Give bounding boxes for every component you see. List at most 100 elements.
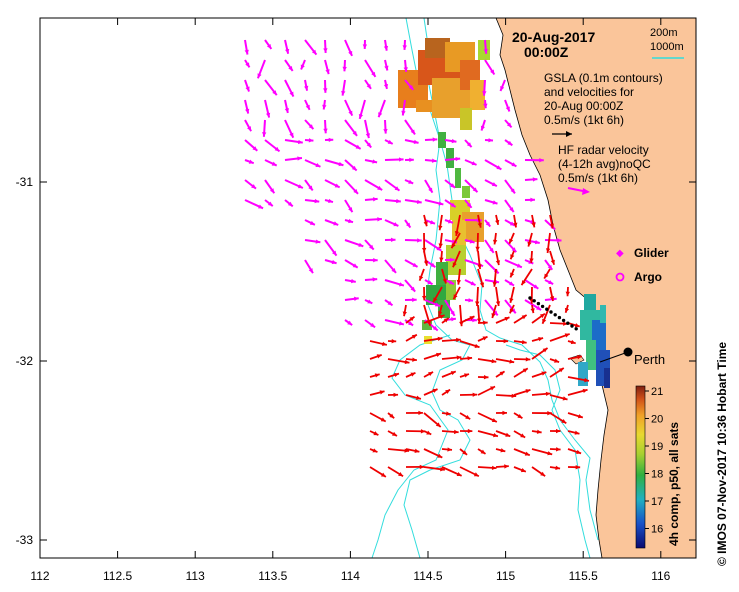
gsla-velocity-arrow: [549, 412, 567, 424]
glider-track-point: [549, 310, 553, 314]
gsla-velocity-arrow: [513, 214, 518, 228]
hf-velocity-arrow: [244, 99, 250, 114]
hf-velocity-arrow: [424, 279, 433, 286]
hf-velocity-arrow: [384, 219, 399, 227]
gsla-velocity-arrow: [441, 317, 450, 324]
colorbar-tick-label: 18: [651, 469, 663, 481]
gsla-velocity-arrow: [369, 353, 382, 360]
gsla-velocity-arrow: [459, 466, 480, 478]
hf-velocity-arrow: [324, 137, 334, 143]
hf-velocity-arrow: [424, 239, 442, 252]
gsla-velocity-arrow: [405, 464, 425, 470]
gsla-velocity-arrow: [513, 340, 527, 345]
hf-velocity-arrow: [484, 159, 502, 171]
gsla-velocity-arrow: [549, 333, 570, 342]
hf-velocity-arrow: [384, 179, 401, 192]
gsla-velocity-arrow: [495, 464, 509, 469]
hf-velocity-arrow: [499, 79, 506, 92]
hf-velocity-arrow: [404, 297, 417, 303]
gsla-velocity-arrow: [423, 336, 443, 342]
sst-patch-coastal: [578, 294, 610, 388]
hf-velocity-arrow: [404, 219, 412, 229]
hf-velocity-arrow: [504, 299, 517, 314]
hf-velocity-arrow: [344, 296, 359, 301]
hf-velocity-arrow: [362, 39, 368, 49]
hf-velocity-arrow: [322, 99, 327, 110]
gsla-velocity-arrow: [369, 430, 379, 436]
gsla-velocity-arrow: [459, 340, 480, 349]
hf-velocity-arrow: [524, 279, 539, 290]
gsla-velocity-arrow: [531, 214, 536, 228]
gsla-velocity-arrow: [441, 447, 453, 452]
gsla-velocity-arrow: [456, 268, 461, 285]
hf-velocity-arrow: [344, 278, 356, 284]
legend-1000m: 1000m: [650, 41, 684, 53]
credit-text: © IMOS 07-Nov-2017 10:36 Hobart Time: [715, 342, 729, 566]
hf-velocity-arrow: [464, 139, 473, 148]
gsla-velocity-arrow: [459, 412, 471, 420]
colorbar-label: 4h comp, p50, all sats: [667, 422, 681, 546]
hf-velocity-arrow: [484, 239, 495, 254]
hf-velocity-arrow: [544, 279, 554, 285]
gsla-velocity-arrow: [531, 410, 552, 416]
gsla-velocity-arrow: [509, 268, 515, 278]
hf-velocity-arrow: [401, 99, 406, 116]
gsla-velocity-arrow: [369, 448, 378, 453]
hf-velocity-arrow: [264, 179, 276, 194]
hf-velocity-arrow: [324, 239, 338, 257]
glider-track-point: [566, 321, 570, 325]
argo-legend-icon: [615, 272, 625, 282]
hf-velocity-arrow: [264, 99, 271, 118]
hf-velocity-arrow: [284, 179, 304, 189]
gsla-velocity-arrow: [509, 286, 515, 304]
hf-velocity-arrow: [404, 259, 419, 268]
hf-velocity-arrow: [364, 139, 372, 149]
gsla-velocity-arrow: [387, 412, 395, 419]
hf-velocity-arrow: [256, 59, 266, 79]
legend-200m: 200m: [650, 27, 678, 39]
glider-track-point: [574, 327, 578, 331]
hf-velocity-arrow: [444, 257, 455, 263]
glider-track-point: [561, 318, 566, 323]
hf-velocity-arrow: [323, 39, 328, 53]
gsla-velocity-arrow: [491, 304, 497, 319]
hf-velocity-arrow: [304, 179, 314, 192]
hf-velocity-arrow: [424, 199, 444, 206]
glider-track-point: [540, 304, 545, 309]
legend-gsla-line4: 0.5m/s (1kt 6h): [544, 113, 624, 127]
hf-velocity-arrow: [464, 179, 479, 193]
colorbar-tick-label: 16: [651, 524, 663, 536]
hf-velocity-arrow: [464, 159, 477, 166]
gsla-velocity-arrow: [441, 337, 461, 343]
hf-velocity-arrow: [444, 279, 455, 285]
colorbar-tick-label: 21: [651, 386, 663, 398]
hf-velocity-arrow: [424, 137, 438, 142]
hf-velocity-arrow: [444, 199, 457, 208]
gsla-velocity-arrow: [549, 367, 565, 378]
glider-track-point: [532, 299, 536, 303]
x-axis: 112 112.5 113 113.5 114 114.5 115 115.5 116: [30, 18, 671, 583]
gsla-velocity-arrow: [387, 466, 404, 478]
hf-velocity-arrow: [262, 119, 267, 137]
gsla-velocity-field: [369, 214, 590, 478]
gsla-velocity-arrow: [549, 447, 561, 452]
hf-velocity-arrow: [384, 198, 401, 204]
hf-velocity-arrow: [284, 99, 290, 114]
legend-hf-line3: 0.5m/s (1kt 6h): [558, 171, 638, 185]
legend-glider: Glider: [634, 246, 669, 260]
hf-velocity-arrow: [324, 198, 334, 204]
hf-velocity-arrow: [364, 197, 378, 202]
gsla-velocity-arrow: [529, 250, 534, 264]
hf-velocity-arrow: [364, 257, 378, 263]
hf-velocity-arrow: [342, 59, 347, 72]
hf-velocity-arrow: [384, 279, 405, 287]
hf-velocity-arrow: [424, 299, 441, 308]
hf-velocity-arrow: [544, 259, 553, 271]
gsla-velocity-arrow: [549, 214, 554, 229]
legend-gsla-line1: GSLA (0.1m contours): [544, 71, 663, 85]
hf-velocity-arrow: [344, 99, 354, 117]
gsla-velocity-arrow: [405, 357, 417, 362]
hf-velocity-arrow: [284, 119, 295, 139]
gsla-velocity-arrow: [441, 466, 463, 477]
hf-velocity-arrow: [244, 59, 251, 68]
